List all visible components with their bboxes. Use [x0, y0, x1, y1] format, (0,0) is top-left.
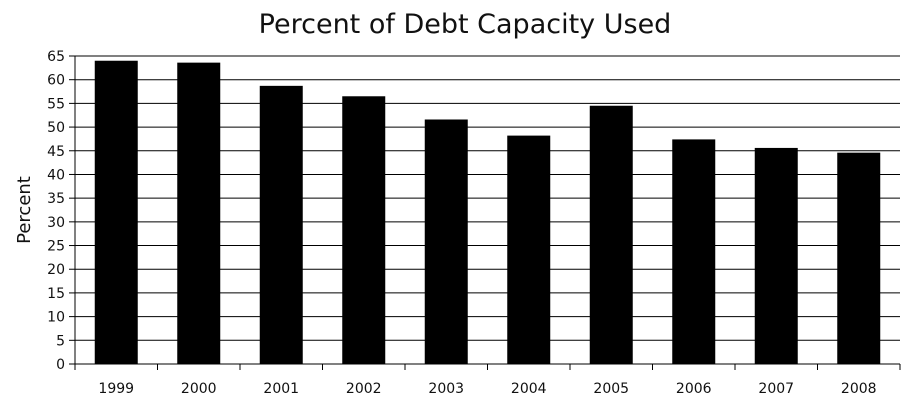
bar-2001: [259, 85, 303, 365]
bars: [94, 60, 881, 365]
x-tick-label: 2002: [346, 381, 382, 397]
x-tick-label: 2006: [676, 381, 712, 397]
y-tick-label: 55: [47, 96, 65, 112]
y-tick-label: 60: [47, 73, 65, 89]
bar-2004: [507, 135, 551, 364]
x-tick-label: 2000: [181, 381, 217, 397]
bar-2002: [342, 96, 386, 365]
y-tick-label: 50: [47, 120, 65, 136]
x-tick-label: 2003: [428, 381, 464, 397]
bar-2005: [589, 105, 633, 364]
x-tick-label: 2004: [511, 381, 547, 397]
y-tick-label: 35: [47, 191, 65, 207]
x-tick-label: 2005: [593, 381, 629, 397]
y-tick-label: 30: [47, 215, 65, 231]
y-axis-label: Percent: [14, 176, 35, 244]
bar-2008: [837, 152, 881, 364]
y-tick-label: 0: [56, 357, 65, 373]
bar-1999: [94, 60, 138, 364]
bar-2006: [672, 139, 716, 364]
y-tick-label: 45: [47, 144, 65, 160]
x-tick-label: 2001: [263, 381, 299, 397]
y-tick-label: 5: [56, 333, 65, 349]
x-tick-label: 1999: [98, 381, 134, 397]
chart-title: Percent of Debt Capacity Used: [259, 9, 672, 40]
y-tick-label: 40: [47, 167, 65, 183]
y-tick-labels: 0 5 10 15 20 25 30 35 40 45 50 55 60 65: [47, 49, 65, 373]
x-tick-label: 2007: [758, 381, 794, 397]
bar-2007: [754, 147, 798, 364]
axes: [69, 55, 901, 370]
y-tick-label: 10: [47, 310, 65, 326]
y-tick-label: 65: [47, 49, 65, 65]
bar-2000: [177, 62, 221, 364]
x-tick-label: 2008: [841, 381, 877, 397]
y-tick-label: 15: [47, 286, 65, 302]
bar-2003: [424, 119, 468, 364]
x-tick-labels: 1999 2000 2001 2002 2003 2004 2005 2006 2007 2008: [98, 381, 876, 397]
y-tick-label: 20: [47, 262, 65, 278]
y-tick-label: 25: [47, 239, 65, 255]
